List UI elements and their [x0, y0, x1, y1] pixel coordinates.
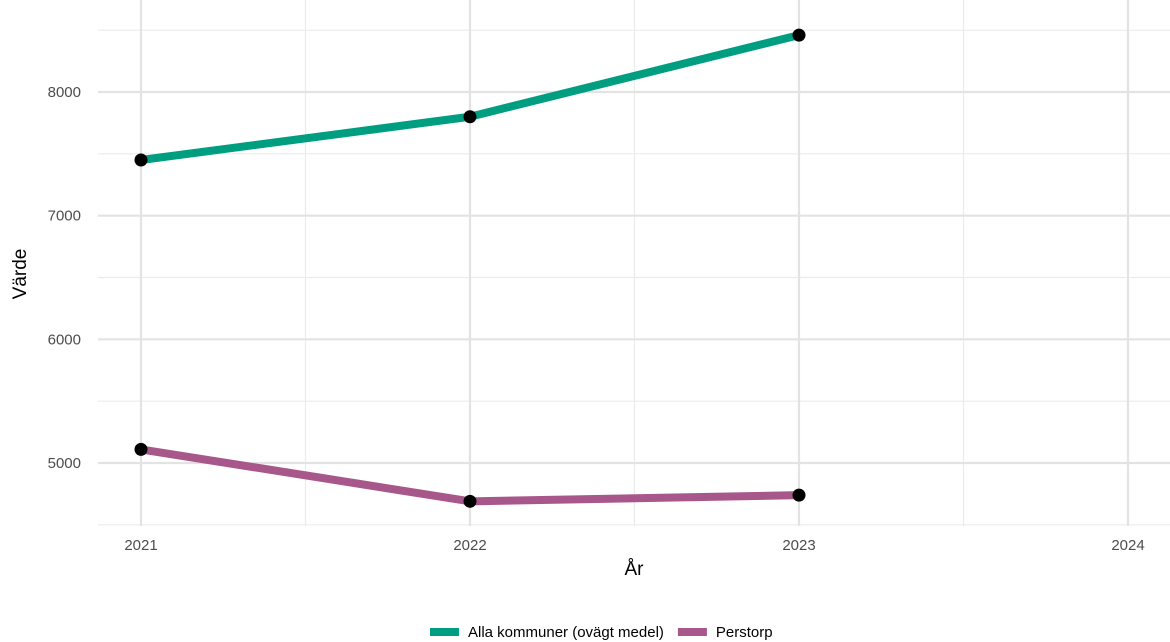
x-tick-label: 2022: [453, 537, 486, 554]
y-axis-tick-labels: 5000 6000 7000 8000: [48, 84, 81, 472]
x-axis-tick-labels: 2021 2022 2023 2024: [124, 537, 1144, 554]
minor-gridlines: [98, 0, 1170, 526]
legend: Alla kommuner (ovägt medel) Perstorp: [430, 624, 773, 641]
legend-key-1: [677, 628, 707, 636]
legend-key-0: [430, 628, 459, 636]
legend-label-1: Perstorp: [716, 624, 773, 641]
data-point: [463, 494, 477, 508]
y-tick-label: 8000: [48, 84, 81, 101]
series-points: [134, 28, 806, 508]
data-point: [463, 110, 477, 124]
y-tick-label: 5000: [48, 455, 81, 472]
y-tick-label: 6000: [48, 331, 81, 348]
x-axis-title: År: [625, 559, 645, 580]
x-tick-label: 2021: [124, 537, 157, 554]
data-point: [792, 488, 806, 502]
x-tick-label: 2023: [782, 537, 815, 554]
legend-label-0: Alla kommuner (ovägt medel): [468, 624, 664, 641]
major-gridlines: [98, 0, 1170, 526]
y-tick-label: 7000: [48, 208, 81, 225]
data-point: [792, 28, 806, 42]
y-axis-title: Värde: [10, 249, 31, 300]
data-point: [134, 442, 148, 456]
x-tick-label: 2024: [1111, 537, 1144, 554]
data-point: [134, 153, 148, 167]
